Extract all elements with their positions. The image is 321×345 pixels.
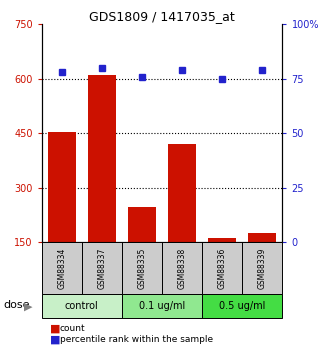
Bar bbox=[82, 242, 122, 294]
Bar bbox=[88, 75, 116, 242]
Text: GSM88339: GSM88339 bbox=[258, 247, 267, 289]
Bar bbox=[248, 233, 276, 242]
Bar bbox=[122, 242, 162, 294]
Bar bbox=[202, 242, 242, 294]
Text: GSM88335: GSM88335 bbox=[137, 247, 147, 289]
Bar bbox=[128, 207, 156, 242]
Text: GSM88334: GSM88334 bbox=[57, 247, 66, 289]
Text: percentile rank within the sample: percentile rank within the sample bbox=[60, 335, 213, 344]
Text: GSM88338: GSM88338 bbox=[178, 247, 187, 289]
Text: GSM88337: GSM88337 bbox=[97, 247, 107, 289]
Title: GDS1809 / 1417035_at: GDS1809 / 1417035_at bbox=[89, 10, 235, 23]
Bar bbox=[48, 132, 76, 242]
Text: ■: ■ bbox=[50, 334, 60, 344]
Text: 0.1 ug/ml: 0.1 ug/ml bbox=[139, 301, 185, 311]
Bar bbox=[202, 294, 282, 318]
Text: count: count bbox=[60, 324, 85, 333]
Text: ▶: ▶ bbox=[24, 302, 32, 311]
Bar bbox=[42, 294, 122, 318]
Text: dose: dose bbox=[3, 300, 30, 310]
Text: 0.5 ug/ml: 0.5 ug/ml bbox=[219, 301, 265, 311]
Bar bbox=[168, 144, 196, 242]
Text: ■: ■ bbox=[50, 323, 60, 333]
Bar bbox=[162, 242, 202, 294]
Text: control: control bbox=[65, 301, 99, 311]
Text: GSM88336: GSM88336 bbox=[218, 247, 227, 289]
Bar bbox=[242, 242, 282, 294]
Bar bbox=[122, 294, 202, 318]
Bar bbox=[42, 242, 82, 294]
Bar bbox=[208, 238, 236, 242]
